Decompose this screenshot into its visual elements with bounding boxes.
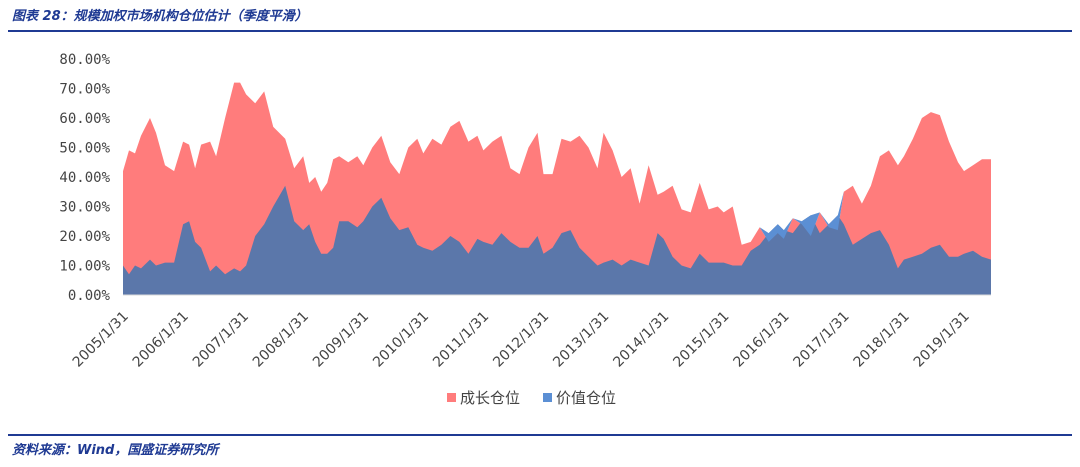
x-tick-label: 2013/1/31	[550, 309, 612, 371]
legend-value-swatch	[543, 393, 552, 402]
value-above-growth-area	[759, 218, 793, 242]
x-tick-label: 2011/1/31	[430, 309, 492, 371]
y-tick-label: 30.00%	[59, 200, 110, 216]
y-tick-label: 60.00%	[59, 111, 110, 127]
x-tick-label: 2017/1/31	[791, 309, 853, 371]
x-tick-label: 2019/1/31	[911, 309, 973, 371]
value-above-growth-area	[819, 191, 844, 231]
title-divider	[8, 30, 1072, 32]
x-axis-ticks: 2005/1/312006/1/312007/1/312008/1/312009…	[70, 309, 973, 371]
x-tick-label: 2008/1/31	[250, 309, 312, 371]
y-tick-label: 70.00%	[59, 82, 110, 98]
value-position-area	[123, 185, 991, 295]
y-tick-label: 50.00%	[59, 141, 110, 157]
legend-growth-swatch	[447, 393, 456, 402]
chart-area: 0.00% 10.00% 20.00% 30.00% 40.00% 50.00% 60.00…	[59, 52, 991, 407]
legend: 成长仓位 价值仓位	[447, 389, 616, 407]
plot-areas	[123, 82, 991, 296]
x-tick-label: 2005/1/31	[70, 309, 132, 371]
x-tick-label: 2015/1/31	[670, 309, 732, 371]
figure-title: 图表 28：规模加权市场机构仓位估计（季度平滑）	[12, 9, 308, 24]
x-tick-label: 2007/1/31	[190, 309, 252, 371]
y-tick-label: 80.00%	[59, 52, 110, 68]
x-tick-label: 2014/1/31	[610, 309, 672, 371]
x-tick-label: 2016/1/31	[731, 309, 793, 371]
x-tick-label: 2010/1/31	[370, 309, 432, 371]
x-tick-label: 2009/1/31	[310, 309, 372, 371]
legend-value-label: 价值仓位	[556, 389, 616, 407]
y-tick-label: 20.00%	[59, 229, 110, 245]
x-tick-label: 2006/1/31	[130, 309, 192, 371]
y-axis-ticks: 0.00% 10.00% 20.00% 30.00% 40.00% 50.00% 60.00…	[59, 52, 110, 304]
legend-growth-label: 成长仓位	[460, 389, 520, 407]
source-divider	[8, 434, 1072, 436]
y-tick-label: 0.00%	[68, 288, 111, 304]
y-tick-label: 40.00%	[59, 170, 110, 186]
source-note: 资料来源：Wind，国盛证券研究所	[12, 443, 219, 458]
y-tick-label: 10.00%	[59, 259, 110, 275]
value-above-growth-area	[792, 212, 820, 236]
x-tick-label: 2012/1/31	[490, 309, 552, 371]
x-tick-label: 2018/1/31	[851, 309, 913, 371]
